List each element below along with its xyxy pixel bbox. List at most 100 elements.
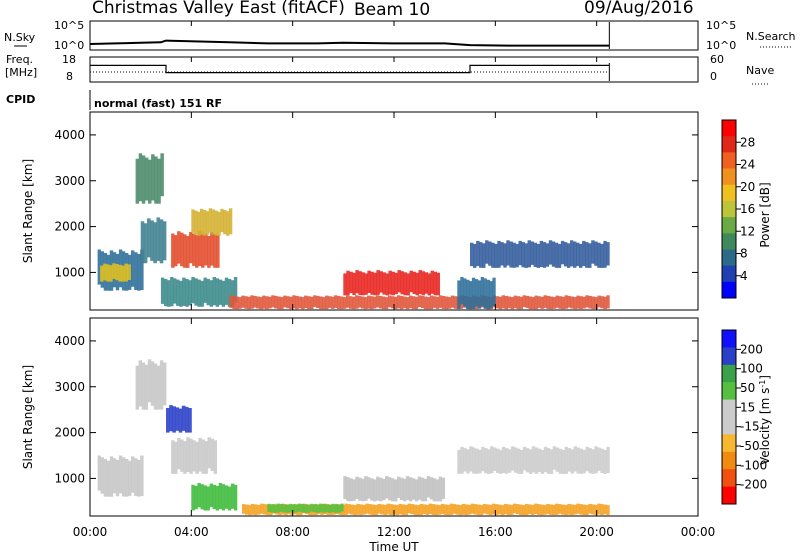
- heatmap-cell: [256, 296, 260, 309]
- nsearch-tick-low: 10^0: [706, 39, 736, 52]
- heatmap-cell: [403, 272, 407, 296]
- heatmap-cell: [558, 448, 563, 474]
- freq-label: Freq.: [6, 53, 33, 66]
- heatmap-cell: [606, 505, 610, 516]
- heatmap-cell: [579, 448, 583, 474]
- heatmap-cell: [213, 233, 217, 268]
- heatmap-cell: [389, 504, 393, 516]
- heatmap-cell: [533, 242, 537, 267]
- heatmap-cell: [509, 241, 513, 268]
- heatmap-cell: [121, 457, 126, 497]
- heatmap-cell: [519, 296, 523, 310]
- colorbar-segment: [722, 233, 736, 250]
- heatmap-cell: [355, 295, 359, 309]
- date-label: 09/Aug/2016: [584, 0, 694, 18]
- heatmap-cell: [528, 504, 532, 515]
- heatmap-cell: [423, 478, 428, 502]
- heatmap-cell: [206, 486, 210, 511]
- heatmap-cell: [394, 479, 398, 502]
- heatmap-cell: [521, 242, 525, 268]
- heatmap-cell: [603, 296, 607, 310]
- heatmap-cell: [204, 441, 208, 474]
- heatmap-cell: [409, 270, 413, 293]
- heatmap-cell: [337, 295, 341, 309]
- heatmap-cell: [514, 447, 518, 473]
- heatmap-cell: [561, 504, 565, 515]
- heatmap-cell: [467, 504, 472, 515]
- heatmap-cell: [183, 441, 187, 474]
- heatmap-cell: [412, 271, 416, 294]
- heatmap-cell: [194, 210, 198, 235]
- heatmap-cell: [245, 504, 249, 515]
- heatmap-cell: [530, 241, 534, 265]
- power-colorbar: 28 24 20 16 12 8 4: [721, 119, 755, 299]
- heatmap-cell: [373, 479, 377, 502]
- heatmap-cell: [377, 503, 381, 514]
- heatmap-cell: [140, 221, 145, 264]
- heatmap-cell: [156, 217, 161, 261]
- heatmap-cell: [211, 209, 215, 235]
- heatmap-cell: [447, 297, 452, 309]
- heatmap-cell: [413, 504, 417, 516]
- power-y-axis: 4000 3000 2000 1000: [54, 128, 698, 279]
- heatmap-cell: [594, 446, 598, 474]
- heatmap-cell: [385, 476, 389, 499]
- heatmap-cell: [534, 295, 538, 310]
- heatmap-cell: [355, 270, 359, 294]
- heatmap-cell: [288, 503, 292, 513]
- heatmap-cell: [504, 295, 508, 310]
- heatmap-cell: [554, 242, 559, 268]
- heatmap-cell: [398, 503, 402, 515]
- heatmap-cell: [464, 504, 469, 516]
- heatmap-cell: [597, 503, 601, 515]
- heatmap-cell: [382, 272, 386, 295]
- heatmap-cell: [438, 295, 443, 308]
- heatmap-cell: [475, 448, 479, 474]
- heatmap-cell: [460, 277, 464, 305]
- heatmap-cell: [344, 503, 348, 515]
- heatmap-cell: [171, 440, 175, 474]
- heatmap-cell: [343, 476, 347, 500]
- heatmap-cell: [487, 449, 491, 474]
- heatmap-cell: [603, 449, 607, 474]
- colorbar-tick-label: 50: [740, 381, 755, 395]
- heatmap-cell: [216, 235, 220, 268]
- heatmap-cell: [118, 455, 123, 494]
- heatmap-cell: [194, 278, 198, 306]
- heatmap-cell: [325, 504, 329, 513]
- heatmap-cell: [192, 440, 196, 472]
- heatmap-cell: [525, 295, 529, 308]
- heatmap-cell: [188, 280, 192, 306]
- heatmap-cell: [368, 504, 372, 515]
- heatmap-cell: [203, 485, 207, 511]
- heatmap-cell: [346, 270, 350, 296]
- heatmap-cell: [579, 504, 583, 515]
- heatmap-cell: [534, 503, 538, 515]
- heatmap-cell: [201, 232, 205, 268]
- colorbar-frame: [721, 329, 737, 505]
- heatmap-cell: [221, 484, 226, 511]
- heatmap-cell: [156, 365, 161, 410]
- heatmap-cell: [480, 277, 484, 307]
- heatmap-cell: [169, 405, 173, 432]
- heatmap-cell: [186, 235, 190, 268]
- heatmap-cell: [364, 297, 368, 310]
- heatmap-cell: [134, 458, 138, 496]
- heatmap-cell: [542, 242, 547, 268]
- heatmap-cell: [349, 296, 353, 309]
- heatmap-cell: [473, 504, 478, 515]
- heatmap-cell: [491, 242, 495, 268]
- heatmap-cell: [358, 295, 362, 308]
- heatmap-cell: [347, 504, 351, 514]
- heatmap-cell: [385, 273, 389, 296]
- heatmap-cell: [537, 448, 542, 473]
- heatmap-cell: [212, 277, 216, 306]
- heatmap-cell: [463, 278, 467, 307]
- heatmap-cell: [534, 447, 539, 474]
- heatmap-cell: [191, 484, 195, 511]
- heatmap-cell: [537, 504, 541, 515]
- heatmap-cell: [267, 503, 271, 512]
- heatmap-cell: [259, 297, 263, 310]
- heatmap-cell: [112, 263, 116, 279]
- heatmap-cell: [477, 280, 482, 309]
